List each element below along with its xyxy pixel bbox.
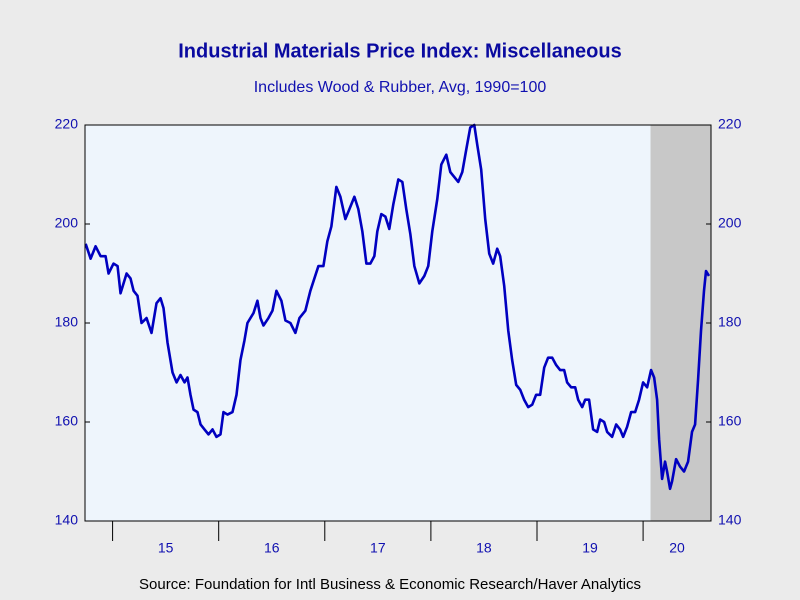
y-tick-label: 140: [55, 512, 79, 528]
y2-tick-label: 220: [718, 116, 742, 132]
x-tick-label: 19: [582, 540, 598, 556]
y-tick-label: 180: [55, 314, 79, 330]
y-tick-label: 200: [55, 215, 79, 231]
y-tick-label: 220: [55, 116, 79, 132]
source-note: Source: Foundation for Intl Business & E…: [139, 576, 641, 593]
x-tick-label: 15: [158, 540, 174, 556]
y2-tick-label: 180: [718, 314, 742, 330]
y2-tick-label: 160: [718, 413, 742, 429]
y2-tick-label: 140: [718, 512, 742, 528]
x-tick-label: 17: [370, 540, 386, 556]
x-tick-label: 18: [476, 540, 492, 556]
data-line: [84, 123, 711, 491]
x-tick-label: 16: [264, 540, 280, 556]
chart-title: Industrial Materials Price Index: Miscel…: [178, 40, 622, 62]
y2-tick-label: 200: [718, 215, 742, 231]
y-tick-label: 160: [55, 413, 79, 429]
plot-area: [85, 125, 711, 521]
chart-subtitle: Includes Wood & Rubber, Avg, 1990=100: [254, 79, 547, 96]
x-tick-label: 20: [669, 540, 685, 556]
